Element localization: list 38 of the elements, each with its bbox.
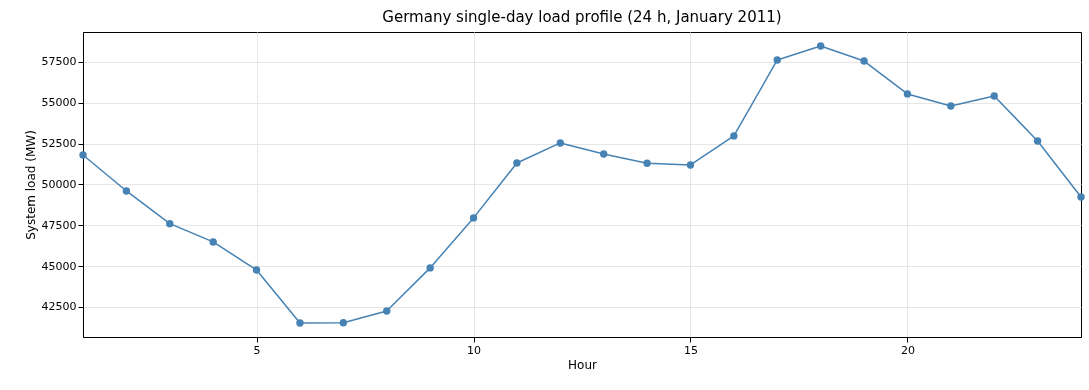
point: [383, 307, 391, 315]
point: [166, 219, 174, 228]
point: [773, 56, 781, 64]
chart-title: Germany single-day load profile (24 h, January 2011): [382, 8, 782, 26]
y-tick-label: 50000: [41, 177, 77, 191]
y-axis-title: System load (MW): [23, 130, 38, 240]
point: [730, 132, 738, 140]
point: [79, 151, 87, 159]
point: [296, 319, 304, 327]
y-tick-label: 42500: [41, 300, 77, 314]
point: [209, 238, 217, 246]
point: [947, 102, 955, 110]
point: [599, 150, 608, 158]
point: [469, 214, 478, 222]
x-tick-label: 10: [467, 343, 482, 357]
point: [556, 139, 565, 147]
point: [339, 319, 348, 327]
x-axis-title: Hour: [568, 357, 598, 372]
point: [513, 159, 521, 167]
point: [860, 57, 868, 65]
point: [1077, 193, 1085, 201]
y-tick-label: 47500: [41, 218, 77, 232]
y-tick-label: 55000: [41, 96, 77, 110]
point: [816, 42, 825, 50]
x-tick-label: 5: [253, 343, 261, 357]
point: [643, 159, 651, 167]
point: [426, 264, 434, 272]
point: [990, 92, 998, 100]
point: [1033, 137, 1042, 145]
y-tick-label: 45000: [41, 259, 77, 273]
point: [252, 266, 261, 274]
y-tick-label: 57500: [41, 55, 77, 69]
point: [686, 161, 695, 169]
point: [903, 90, 912, 98]
y-tick-label: 52500: [41, 137, 77, 151]
point: [122, 187, 131, 195]
x-tick-label: 20: [900, 343, 915, 357]
x-tick-label: 15: [683, 343, 698, 357]
